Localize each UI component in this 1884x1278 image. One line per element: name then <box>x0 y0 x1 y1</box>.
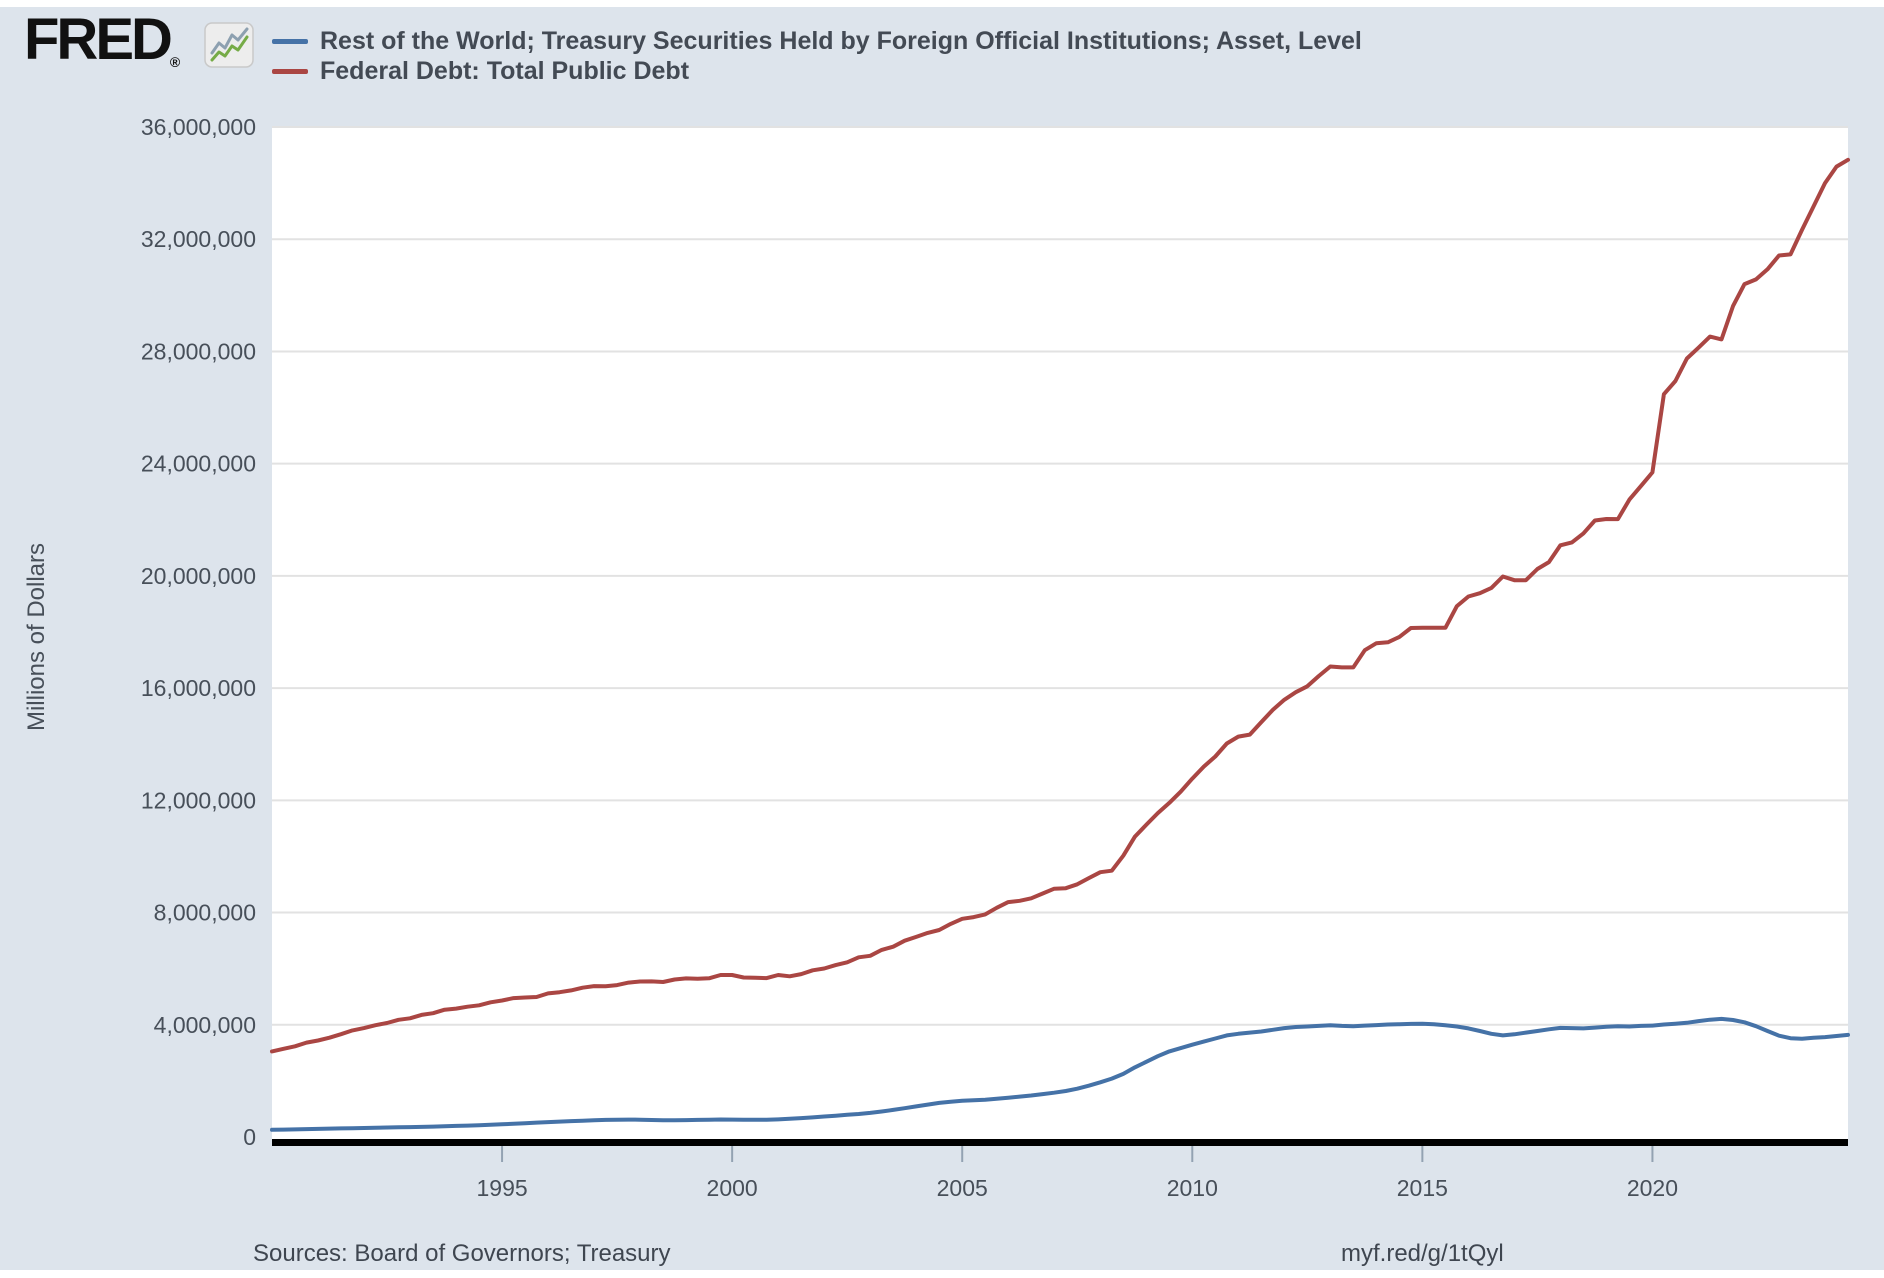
x-tick-label: 2010 <box>1167 1175 1218 1201</box>
y-tick-label: 20,000,000 <box>141 563 256 589</box>
y-tick-label: 36,000,000 <box>141 114 256 140</box>
sources-note: Sources: Board of Governors; Treasury <box>253 1240 671 1267</box>
x-tick-labels: 1995 2000 2005 2010 2015 2020 <box>476 1146 1678 1201</box>
fred-sparkline-icon <box>204 22 254 68</box>
x-tick-label: 2000 <box>707 1175 758 1201</box>
y-tick-labels: 0 4,000,000 8,000,000 12,000,000 16,000,000 2… <box>141 114 256 1150</box>
legend-line-red <box>272 68 308 74</box>
series-line-federal-debt <box>270 157 1850 1054</box>
x-tick-label: 2015 <box>1397 1175 1448 1201</box>
y-tick-label: 32,000,000 <box>141 226 256 252</box>
fred-logo: FRED® <box>24 11 181 88</box>
y-tick-label: 16,000,000 <box>141 675 256 701</box>
y-tick-label: 24,000,000 <box>141 451 256 477</box>
y-tick-label: 12,000,000 <box>141 787 256 813</box>
bottom-white-edge <box>0 1270 1884 1278</box>
y-gridlines <box>272 126 1848 1026</box>
legend-label: Rest of the World; Treasury Securities H… <box>320 26 1362 55</box>
legend-item-federal-debt: Federal Debt: Total Public Debt <box>272 56 1362 86</box>
short-link: myf.red/g/1tQyl <box>1341 1240 1504 1267</box>
y-axis-title: Millions of Dollars <box>23 542 50 732</box>
top-white-edge <box>0 0 1884 7</box>
x-tick-label: 2005 <box>937 1175 988 1201</box>
legend: Rest of the World; Treasury Securities H… <box>272 26 1362 86</box>
x-tick-label: 2020 <box>1627 1175 1678 1201</box>
legend-line-blue <box>272 38 308 44</box>
series-line-foreign-official-holdings <box>270 1016 1850 1132</box>
legend-label: Federal Debt: Total Public Debt <box>320 56 690 85</box>
y-tick-label: 0 <box>243 1124 256 1150</box>
fred-logo-text: FRED <box>24 7 173 72</box>
y-tick-label: 8,000,000 <box>154 900 256 926</box>
registered-trademark: ® <box>169 54 181 70</box>
y-tick-label: 28,000,000 <box>141 338 256 364</box>
legend-item-foreign-official-holdings: Rest of the World; Treasury Securities H… <box>272 26 1362 56</box>
x-axis-line <box>272 1139 1848 1146</box>
x-tick-label: 1995 <box>476 1175 527 1201</box>
y-tick-label: 4,000,000 <box>154 1012 256 1038</box>
plot-area <box>272 127 1848 1146</box>
